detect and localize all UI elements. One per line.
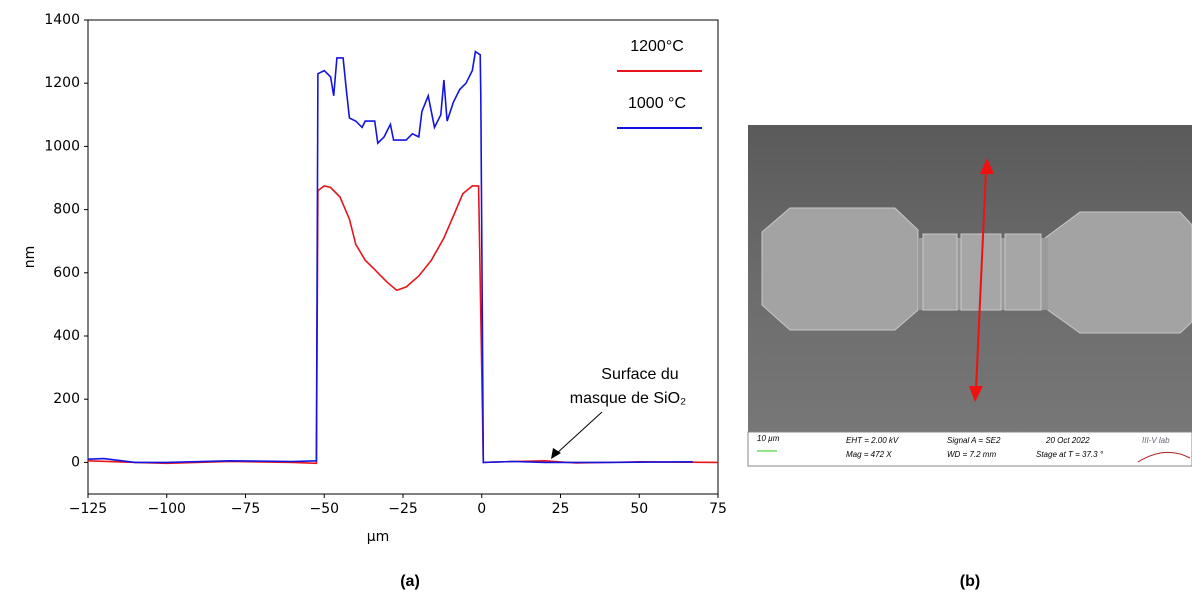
x-tick-label: 50 (630, 501, 648, 517)
info-bar (747, 431, 1192, 467)
x-tick-label: −100 (148, 501, 186, 517)
segment (922, 233, 958, 311)
annotation: Surface du (601, 366, 678, 383)
x-tick-label: 25 (552, 501, 570, 517)
info: Stage at T = 37.3 ° (1036, 450, 1104, 459)
info: Signal A = SE2 (947, 436, 1001, 445)
y-tick-label: 1000 (44, 138, 80, 154)
legend-label: 1000 °C (628, 95, 686, 112)
arrow-head (551, 448, 561, 459)
x-tick-label: 0 (477, 501, 486, 517)
y-tick-label: 1200 (44, 75, 80, 91)
x-tick-label: −125 (69, 501, 107, 517)
y-tick-label: 200 (53, 391, 80, 407)
panel-label: (a) (400, 573, 420, 590)
info: 20 Oct 2022 (1045, 436, 1090, 445)
info: WD = 7.2 mm (947, 450, 996, 459)
x-tick-label: −50 (309, 501, 339, 517)
y-tick-label: 1400 (44, 12, 80, 28)
y-tick-label: 800 (53, 202, 80, 218)
legend-label: 1200°C (630, 38, 684, 55)
y-axis-label: nm (22, 246, 38, 269)
series-line (87, 185, 719, 465)
panel-label: (b) (960, 573, 980, 590)
x-axis-label: µm (367, 529, 390, 545)
sem-image: 10 µm EHT = 2.00 kV Mag = 472 X Signal A… (747, 125, 1192, 467)
series-line (87, 50, 693, 464)
segment (1004, 233, 1042, 311)
info: Mag = 472 X (846, 450, 892, 459)
y-tick-label: 0 (71, 454, 80, 470)
arrow-head (969, 386, 983, 402)
annotation-arrow (555, 411, 603, 455)
measure-arrow (975, 169, 987, 391)
info: EHT = 2.00 kV (846, 436, 899, 445)
annotation: masque de SiO₂ (570, 390, 687, 407)
logo: III-V lab (1142, 436, 1170, 445)
plot-frame (87, 19, 719, 495)
x-tick-label: −25 (388, 501, 418, 517)
logo-swoosh (1137, 451, 1191, 463)
y-tick-label: 400 (53, 328, 80, 344)
arrow-head (980, 158, 994, 174)
y-tick-label: 600 (53, 265, 80, 281)
x-tick-label: −75 (231, 501, 261, 517)
pad (761, 207, 919, 331)
scale-label: 10 µm (757, 434, 780, 443)
pad (1044, 211, 1192, 334)
x-tick-label: 75 (709, 501, 727, 517)
